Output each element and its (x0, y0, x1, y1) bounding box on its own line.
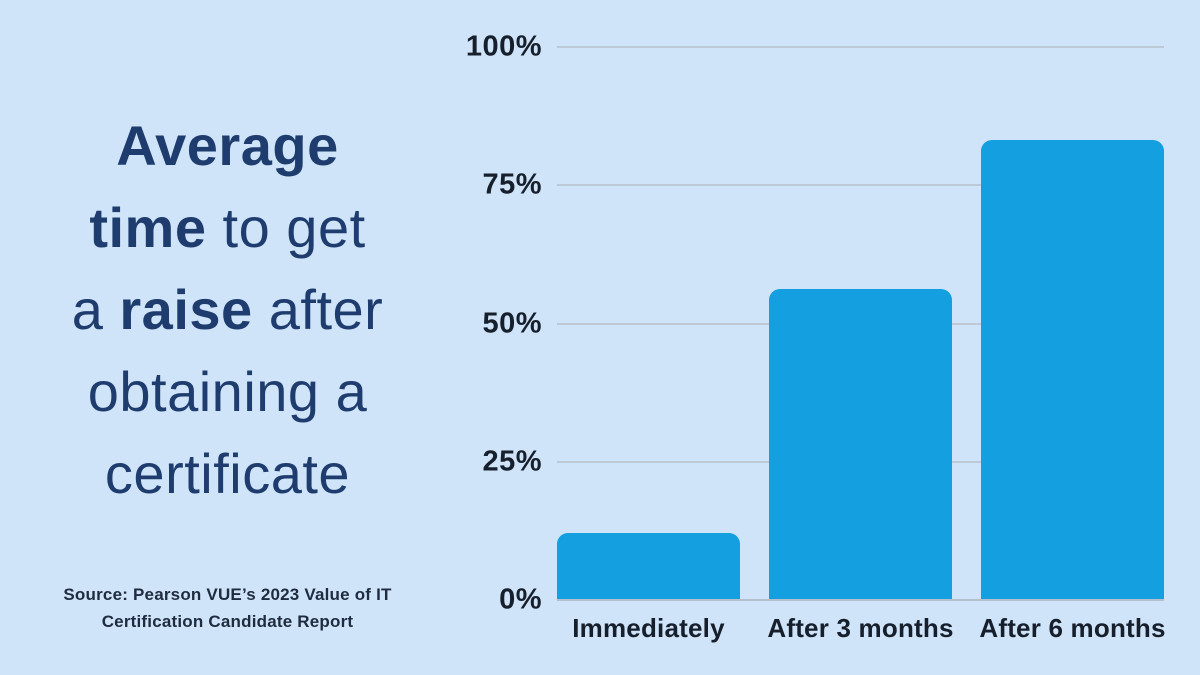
x-axis-baseline (557, 599, 1164, 601)
y-tick-label-25: 25% (482, 445, 542, 478)
title-segment: to get (206, 196, 366, 259)
title-line: Average (30, 105, 425, 187)
title-bold-segment: Average (116, 114, 339, 177)
y-tick-label-75: 75% (482, 168, 542, 201)
source-line-2: Certification Candidate Report (101, 612, 354, 631)
title-segment: after (252, 278, 384, 341)
title-line: a raise after (30, 269, 425, 351)
title-segment: a (71, 278, 120, 341)
x-label-after-3-months: After 3 months (767, 613, 954, 643)
x-axis: Immediately After 3 months After 6 months (557, 613, 1166, 653)
gridline-100 (557, 46, 1164, 48)
bar-chart-plot-area (557, 46, 1164, 601)
title-bold-segment: raise (119, 278, 253, 341)
title-line: time to get (30, 187, 425, 269)
title-line: obtaining a (30, 351, 425, 433)
gridline-75 (557, 184, 1164, 187)
bar-after-6-months (981, 140, 1164, 599)
bar-immediately (557, 532, 740, 599)
y-tick-label-100: 100% (465, 30, 542, 63)
title-segment: certificate (104, 442, 351, 505)
source-attribution: Source: Pearson VUE’s 2023 Value of IT C… (25, 581, 430, 635)
source-line-1: Source: Pearson VUE’s 2023 Value of IT (63, 585, 392, 604)
x-label-immediately: Immediately (572, 613, 725, 643)
bar-after-3-months (769, 289, 952, 599)
y-axis: 0% 25% 50% 75% 100% (422, 31, 542, 616)
x-label-after-6-months: After 6 months (979, 613, 1166, 643)
chart-title: Average time to get a raise after obtaining… (30, 105, 425, 515)
title-line: certificate (30, 433, 425, 515)
title-bold-segment: time (89, 196, 207, 259)
y-tick-label-50: 50% (482, 307, 542, 339)
title-segment: obtaining a (87, 360, 368, 423)
y-tick-label-0: 0% (499, 583, 542, 616)
